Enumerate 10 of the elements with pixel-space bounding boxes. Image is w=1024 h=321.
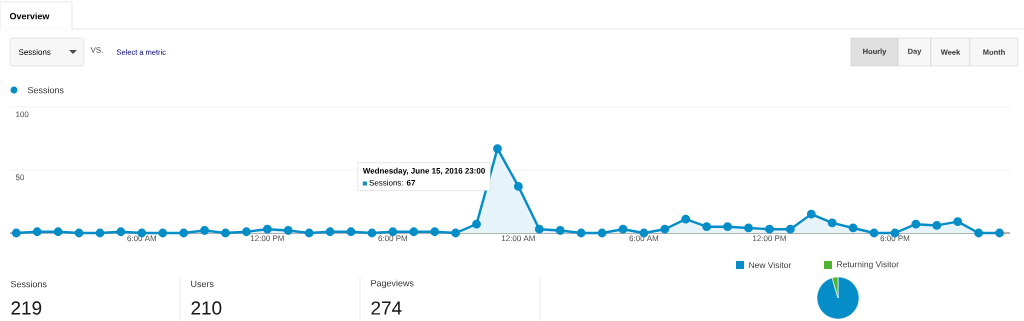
text: 210 — [191, 301, 222, 315]
legend-label: Returning Visitor — [837, 261, 899, 269]
text: 274 — [371, 301, 402, 315]
legend-label: Sessions — [27, 86, 64, 94]
text: Overview — [9, 12, 50, 20]
text: 219 — [11, 301, 42, 315]
text: Sessions — [10, 280, 47, 288]
text: Pageviews — [371, 279, 414, 289]
text: Users — [191, 280, 214, 288]
legend-label: New Visitor — [749, 261, 792, 269]
